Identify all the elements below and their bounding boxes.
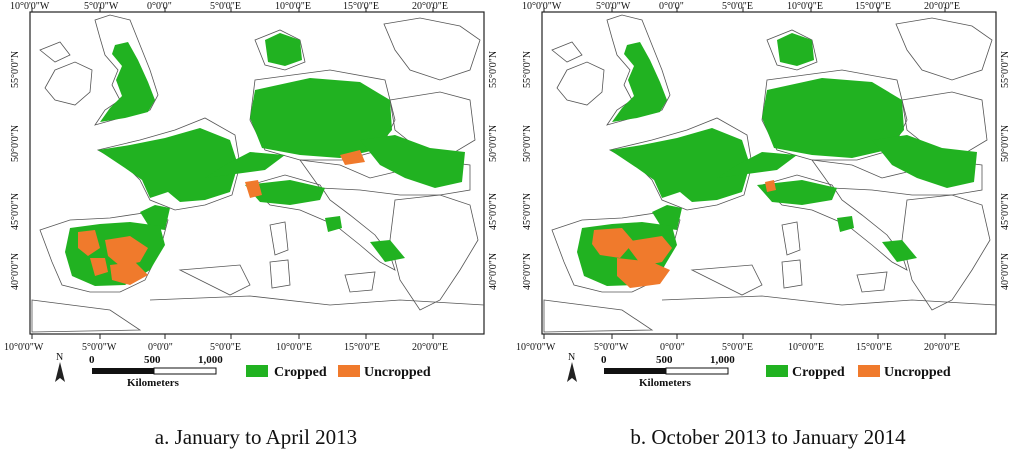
lon-label: 10°0'0"E [788,342,824,353]
legend-label: Cropped [274,365,327,380]
lon-label: 15°0'0"E [344,342,380,353]
legend-swatch-uncropped [858,365,880,377]
scale-label: 0 [89,354,95,366]
lat-label: 55°0'0"N [10,51,21,88]
lon-label: 5°0'0"E [210,1,241,12]
scale-unit: Kilometers [639,377,692,389]
map-panel-b: 10°0'0"W 5°0'0"W 0°0'0" 5°0'0"E 10°0'0"E… [512,0,1024,455]
north-arrow-icon: N [55,352,65,382]
scale-bar: 0 500 1,000 Kilometers [89,354,223,389]
lon-label: 10°0'0"W [516,342,556,353]
lat-label: 50°0'0"N [488,125,499,162]
legend: Cropped Uncropped [766,365,951,380]
legend-swatch-uncropped [338,365,360,377]
lat-label: 45°0'0"N [488,193,499,230]
uncropped-regions [78,150,365,285]
north-label: N [56,352,63,363]
lat-label: 40°0'0"N [1000,253,1011,290]
lat-label: 40°0'0"N [10,253,21,290]
lon-label: 5°0'0"W [594,342,629,353]
lon-label: 15°0'0"E [856,342,892,353]
lat-label: 45°0'0"N [10,193,21,230]
lon-label: 10°0'0"E [275,1,311,12]
legend-label: Cropped [792,365,845,380]
map-figure: 10°0'0"W 5°0'0"W 0°0'0" 5°0'0"E 10°0'0"E… [516,1,1011,389]
lon-label: 0°0'0" [147,1,172,12]
lon-label: 10°0'0"W [522,1,562,12]
lon-label: 20°0'0"E [924,342,960,353]
lon-label: 0°0'0" [659,1,684,12]
map-panel-a: 10°0'0"W 5°0'0"W 0°0'0" 5°0'0"E 10°0'0"E… [4,1,499,449]
lon-label: 0°0'0" [148,342,173,353]
lon-label: 10°0'0"W [4,342,44,353]
cropped-regions [65,33,465,286]
lat-label: 55°0'0"N [488,51,499,88]
lon-label: 5°0'0"E [210,342,241,353]
legend-swatch-cropped [246,365,268,377]
lat-label: 50°0'0"N [522,125,533,162]
map-figure: 10°0'0"W 5°0'0"W 0°0'0" 5°0'0"E 10°0'0"E… [4,1,499,389]
scale-label: 500 [656,354,673,366]
scale-label: 0 [601,354,607,366]
lat-label: 40°0'0"N [488,253,499,290]
lon-label: 5°0'0"E [722,342,753,353]
lon-label: 10°0'0"E [276,342,312,353]
scale-unit: Kilometers [127,377,180,389]
legend: Cropped Uncropped [246,365,431,380]
scale-label: 1,000 [198,354,223,366]
panel-caption: b. October 2013 to January 2014 [630,425,906,449]
legend-label: Uncropped [364,365,431,380]
lon-label: 5°0'0"E [722,1,753,12]
north-arrow-icon: N [567,352,577,382]
legend-label: Uncropped [884,365,951,380]
lon-label: 5°0'0"W [84,1,119,12]
lon-label: 5°0'0"W [596,1,631,12]
north-label: N [568,352,575,363]
lon-label: 15°0'0"E [855,1,891,12]
scale-bar: 0 500 1,000 Kilometers [601,354,735,389]
legend-swatch-cropped [766,365,788,377]
lat-label: 50°0'0"N [10,125,21,162]
lon-label: 0°0'0" [660,342,685,353]
lat-label: 45°0'0"N [522,193,533,230]
lon-label: 5°0'0"W [82,342,117,353]
scale-label: 1,000 [710,354,735,366]
panel-caption: a. January to April 2013 [154,425,358,449]
lon-label: 10°0'0"W [10,1,50,12]
lon-label: 20°0'0"E [924,1,960,12]
lat-label: 40°0'0"N [522,253,533,290]
lon-label: 20°0'0"E [412,1,448,12]
lat-label: 55°0'0"N [522,51,533,88]
lat-label: 50°0'0"N [1000,125,1011,162]
uncropped-regions [592,180,776,288]
lat-label: 55°0'0"N [1000,51,1011,88]
lon-label: 20°0'0"E [412,342,448,353]
scale-label: 500 [144,354,161,366]
lon-label: 10°0'0"E [787,1,823,12]
lon-label: 15°0'0"E [343,1,379,12]
lat-label: 45°0'0"N [1000,193,1011,230]
